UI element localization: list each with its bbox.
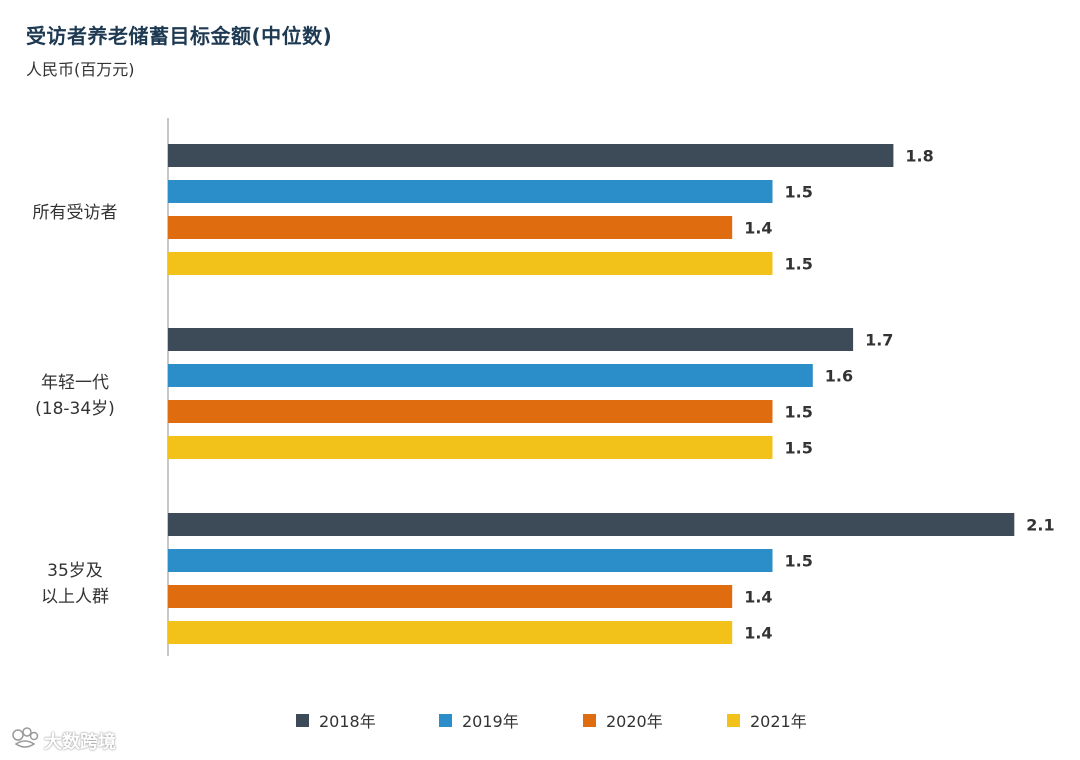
- bar: [168, 144, 894, 167]
- category-label-line: 所有受访者: [32, 203, 118, 223]
- legend-label: 2019年: [462, 712, 519, 731]
- chart-legend: 2018年 2019年 2020年 2021年: [0, 708, 1080, 738]
- bar: [168, 216, 733, 239]
- legend-swatch: [583, 713, 596, 727]
- data-label: 1.5: [785, 439, 813, 458]
- category-label-line: (18-34岁): [35, 399, 115, 419]
- bar: [168, 436, 773, 459]
- chart-title: 受访者养老储蓄目标金额(中位数): [26, 24, 333, 48]
- category-label: 所有受访者: [0, 200, 150, 226]
- legend-item: 2019年: [439, 708, 519, 732]
- data-label: 1.4: [744, 588, 772, 607]
- watermark: 大数跨境: [10, 726, 116, 755]
- data-label: 1.6: [825, 367, 853, 386]
- data-label: 1.8: [905, 147, 933, 166]
- data-label: 2.1: [1026, 516, 1054, 535]
- category-label-line: 年轻一代: [41, 373, 109, 393]
- data-label: 1.7: [865, 331, 893, 350]
- bar: [168, 252, 773, 275]
- bar: [168, 621, 733, 644]
- category-label-line: 以上人群: [41, 587, 109, 607]
- bar: [168, 328, 854, 351]
- bar: [168, 364, 813, 387]
- watermark-text: 大数跨境: [44, 731, 116, 753]
- legend-swatch: [727, 713, 740, 727]
- legend-swatch: [296, 713, 309, 727]
- legend-item: 2018年: [296, 708, 376, 732]
- data-label: 1.4: [744, 219, 772, 238]
- data-label: 1.5: [785, 183, 813, 202]
- data-label: 1.5: [785, 403, 813, 422]
- category-label-line: 35岁及: [47, 561, 103, 581]
- bar: [168, 585, 733, 608]
- data-label: 1.5: [785, 255, 813, 274]
- category-label: 35岁及以上人群: [0, 558, 150, 610]
- chart-subtitle: 人民币(百万元): [26, 60, 135, 79]
- bar: [168, 549, 773, 572]
- data-label: 1.4: [744, 624, 772, 643]
- legend-item: 2021年: [727, 708, 807, 732]
- data-label: 1.5: [785, 552, 813, 571]
- legend-item: 2020年: [583, 708, 663, 732]
- legend-label: 2021年: [750, 712, 807, 731]
- paw-logo-icon: [10, 726, 40, 755]
- bar: [168, 400, 773, 423]
- bar: [168, 513, 1015, 536]
- legend-label: 2020年: [606, 712, 663, 731]
- legend-label: 2018年: [319, 712, 376, 731]
- bar: [168, 180, 773, 203]
- bar-chart: 1.8 1.5 1.4 1.5 1.7 1.6 1.5 1.5 2.1 1.5 1.4 1.4: [167, 118, 1055, 656]
- legend-swatch: [439, 713, 452, 727]
- category-label: 年轻一代 (18-34岁): [0, 370, 150, 422]
